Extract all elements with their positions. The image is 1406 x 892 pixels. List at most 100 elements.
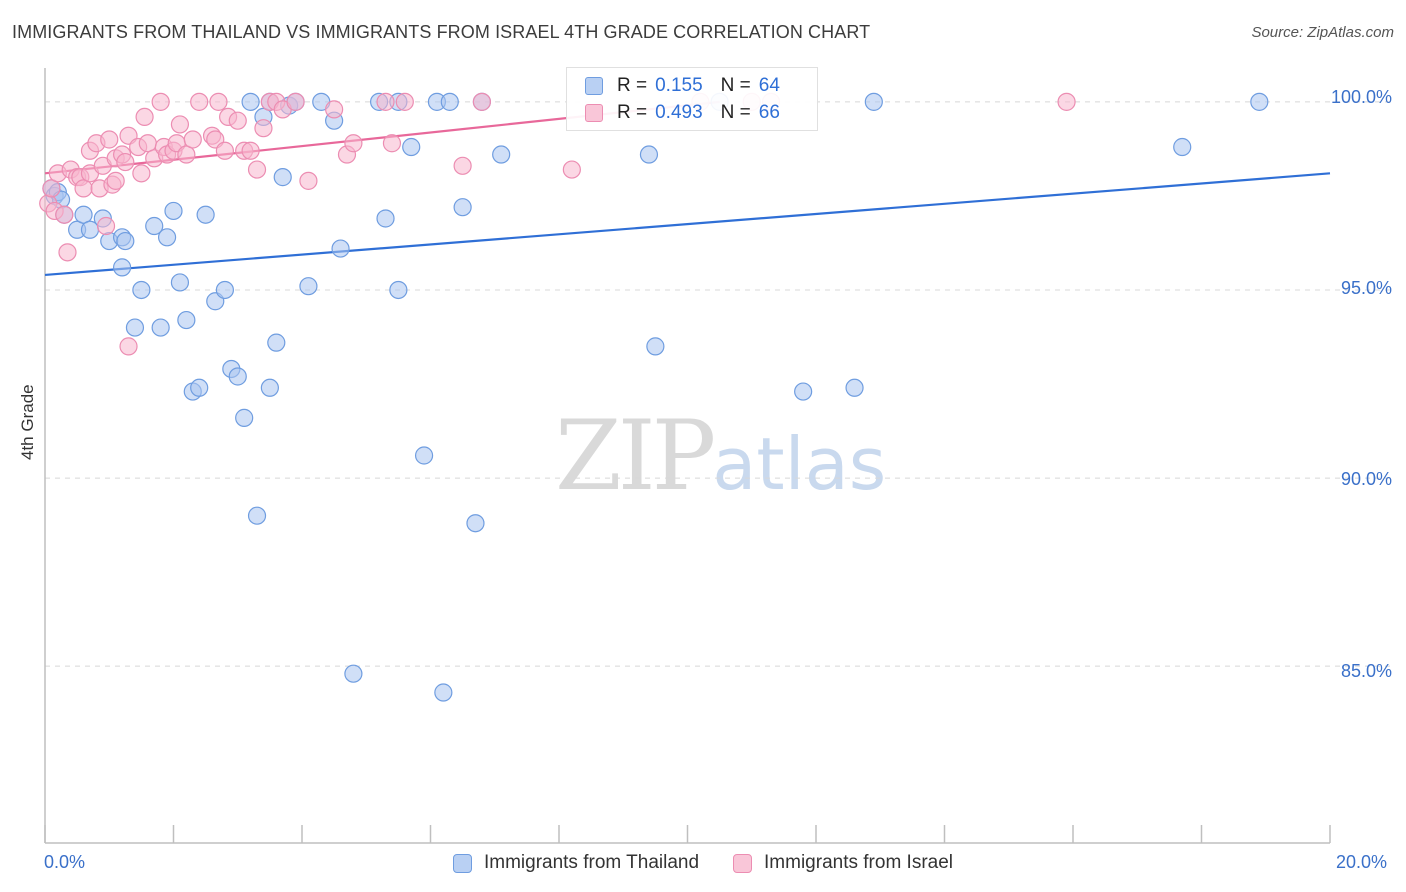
point-israel-36 [183,130,202,149]
y-axis-label: 4th Grade [18,384,37,460]
y-tick-label-85: 85.0% [1340,661,1392,681]
point-thailand-13 [132,280,151,300]
point-thailand-17 [157,228,177,247]
point-israel-40 [209,92,228,111]
legend-swatch-pink [585,104,603,122]
y-tick-label-95: 95.0% [1340,278,1392,298]
point-thailand-62 [1250,92,1269,111]
point-israel-25 [132,164,151,183]
point-thailand-25 [215,280,234,300]
point-israel-27 [138,134,157,153]
point-thailand-23 [196,205,215,224]
point-israel-5 [58,243,77,262]
point-israel-23 [119,337,138,356]
point-israel-9 [74,179,93,198]
bottom-legend-thailand[interactable]: Immigrants from Thailand [452,852,700,874]
point-thailand-50 [440,92,459,111]
point-thailand-46 [402,137,421,157]
legend-row-thailand: R = 0.155 N = 64 [585,74,780,98]
bottom-legend-swatch-blue [452,853,472,873]
point-israel-59 [453,156,472,175]
point-israel-61 [562,160,581,179]
point-thailand-58 [794,382,813,401]
point-thailand-11 [116,231,135,251]
bottom-legend-swatch-pink [733,853,753,873]
point-thailand-54 [492,145,511,164]
bottom-legend: Immigrants from Thailand Immigrants from… [0,852,1406,874]
point-thailand-55 [639,145,659,164]
point-israel-51 [286,92,305,111]
point-thailand-28 [235,408,254,427]
watermark-atlas: atlas [712,422,887,506]
point-israel-46 [247,160,267,179]
point-israel-37 [190,92,209,111]
point-thailand-41 [344,664,363,683]
point-israel-26 [135,107,154,127]
point-thailand-43 [376,209,395,228]
point-israel-55 [344,134,363,153]
point-israel-1 [42,179,61,198]
point-thailand-51 [453,198,472,217]
point-thailand-59 [845,378,864,397]
point-israel-29 [151,92,170,111]
point-thailand-15 [145,216,164,236]
legend-r-label: R = [617,102,648,123]
point-thailand-32 [260,378,279,397]
point-thailand-18 [164,201,183,221]
point-thailand-49 [434,683,453,702]
data-points [39,92,1269,702]
point-thailand-31 [247,506,267,525]
point-thailand-34 [273,168,292,187]
legend-r-label: R = [617,75,648,96]
y-tick-label-100: 100.0% [1330,87,1392,107]
axes [44,68,1331,844]
point-thailand-16 [151,318,170,337]
legend: R = 0.155 N = 64 R = 0.493 N = 66 [566,67,818,131]
point-thailand-6 [74,205,93,224]
bottom-legend-label: Immigrants from Thailand [483,852,700,873]
point-thailand-44 [389,280,408,300]
point-israel-56 [376,92,395,111]
point-israel-57 [382,134,402,153]
legend-row-israel: R = 0.493 N = 66 [585,101,780,125]
point-israel-35 [177,145,196,164]
bottom-legend-israel[interactable]: Immigrants from Israel [733,852,953,874]
point-thailand-14 [125,318,145,337]
legend-r-value: 0.155 [655,75,703,96]
point-thailand-52 [466,514,485,533]
point-thailand-47 [414,446,434,465]
point-thailand-61 [1173,137,1192,157]
point-thailand-12 [112,258,132,277]
point-thailand-40 [331,239,350,258]
point-israel-16 [100,130,119,149]
point-israel-18 [106,171,125,190]
point-israel-52 [299,171,318,190]
point-israel-41 [215,141,234,160]
legend-swatch-blue [585,77,603,95]
point-israel-53 [325,100,344,119]
watermark-zip: ZIP [555,400,716,512]
point-israel-15 [96,216,116,236]
point-israel-45 [241,141,260,160]
bottom-legend-label: Immigrants from Israel [764,852,954,873]
legend-n-value: 64 [758,75,780,96]
point-israel-21 [116,152,135,172]
legend-n-value: 66 [758,102,780,123]
x-tick-label-max: 20.0% [1336,852,1388,872]
point-thailand-22 [190,378,209,397]
point-israel-43 [228,111,247,130]
watermark: ZIPatlas [555,400,886,512]
point-thailand-19 [170,273,190,292]
point-thailand-29 [241,92,260,111]
point-thailand-60 [864,92,883,111]
point-thailand-56 [646,337,665,356]
point-thailand-27 [228,367,247,386]
point-israel-47 [254,119,273,138]
point-thailand-37 [299,277,318,296]
point-israel-58 [395,92,414,111]
legend-r-value: 0.493 [655,102,703,123]
source-label: Source: ZipAtlas.com [1251,24,1394,41]
x-tick-label-min: 0.0% [44,852,86,872]
chart-title: IMMIGRANTS FROM THAILAND VS IMMIGRANTS F… [12,22,871,42]
